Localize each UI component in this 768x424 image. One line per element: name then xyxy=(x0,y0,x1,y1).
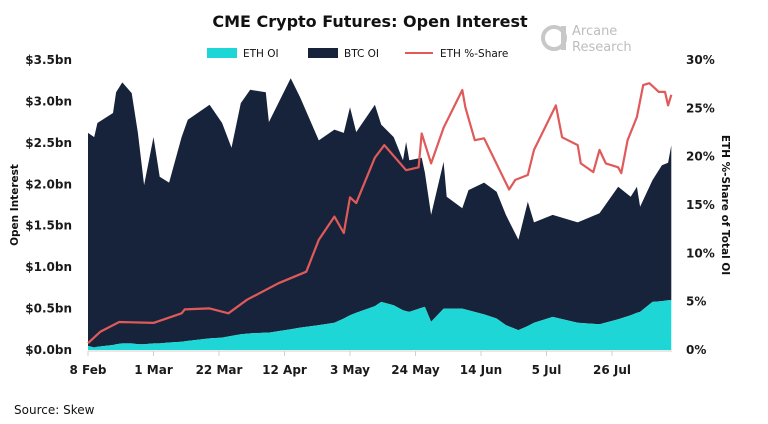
y-tick-label: $0.5bn xyxy=(25,302,72,316)
y2-tick-label: 20% xyxy=(686,150,715,164)
legend-label-btc-oi: BTC OI xyxy=(344,48,379,60)
legend-swatch-eth-oi xyxy=(207,48,237,58)
x-tick-label: 14 Jun xyxy=(460,363,502,377)
y2-tick-label: 10% xyxy=(686,246,715,260)
y-tick-label: $1.5bn xyxy=(25,219,72,233)
legend-label-eth-oi: ETH OI xyxy=(243,48,279,60)
y2-tick-label: 25% xyxy=(686,101,715,115)
x-tick-label: 24 May xyxy=(391,363,440,377)
y-tick-label: $3.0bn xyxy=(25,94,72,108)
plot-area xyxy=(87,78,673,350)
y2-tick-label: 15% xyxy=(686,198,715,212)
x-tick-label: 8 Feb xyxy=(70,363,107,377)
x-tick-label: 26 Jul xyxy=(593,363,631,377)
btc-oi-area xyxy=(88,78,672,348)
y2-axis-label: ETH %-Share of Total OI xyxy=(719,135,731,275)
y-axis-right: 0% 5% 10% 15% 20% 25% 30% xyxy=(686,53,715,357)
y2-tick-label: 0% xyxy=(686,343,706,357)
y-tick-label: $0.0bn xyxy=(25,343,72,357)
logo-line2: Research xyxy=(572,40,632,55)
y2-tick-label: 30% xyxy=(686,53,715,67)
chart-title: CME Crypto Futures: Open Interest xyxy=(212,12,528,31)
x-tick-label: 3 May xyxy=(330,363,370,377)
source-note: Source: Skew xyxy=(14,403,95,417)
legend-label-eth-share: ETH %-Share xyxy=(440,48,508,60)
x-tick-label: 5 Jul xyxy=(532,363,562,377)
eth-oi-area xyxy=(88,300,672,350)
eth-share-line xyxy=(87,82,673,345)
logo-line1: Arcane xyxy=(572,24,617,39)
x-tick-label: 22 Mar xyxy=(196,363,243,377)
arcane-logo-icon xyxy=(541,25,567,51)
y-axis-left: $0.0bn $0.5bn $1.0bn $1.5bn $2.0bn $2.5bn $3.0… xyxy=(25,53,72,357)
y-tick-label: $2.0bn xyxy=(25,177,72,191)
logo: Arcane Research xyxy=(541,24,632,55)
x-tick-label: 1 Mar xyxy=(134,363,173,377)
y2-tick-label: 5% xyxy=(686,295,706,309)
y-axis-label: Open Interest xyxy=(9,164,21,246)
y-tick-label: $3.5bn xyxy=(25,53,72,67)
y-tick-label: $1.0bn xyxy=(25,260,72,274)
y-tick-label: $2.5bn xyxy=(25,136,72,150)
legend-swatch-btc-oi xyxy=(308,48,338,58)
x-tick-label: 12 Apr xyxy=(262,363,307,377)
legend: ETH OI BTC OI ETH %-Share xyxy=(207,48,508,60)
x-axis: 8 Feb 1 Mar 22 Mar 12 Apr 3 May 24 May 14 Jun 5… xyxy=(70,350,672,377)
